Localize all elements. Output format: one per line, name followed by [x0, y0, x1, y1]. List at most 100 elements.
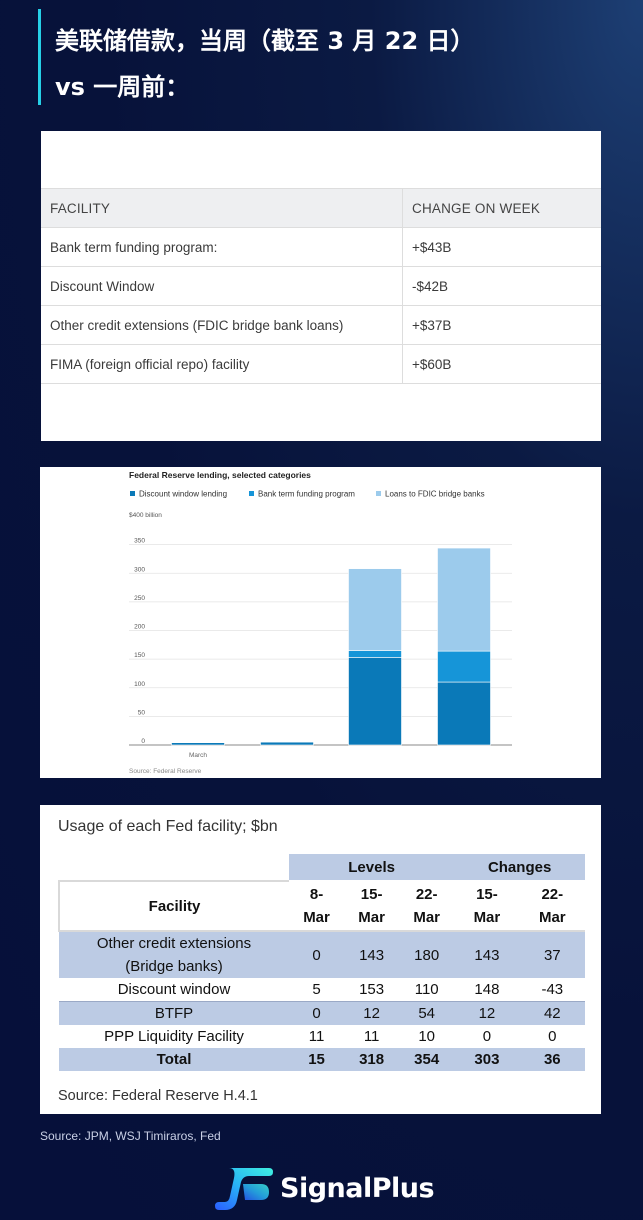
- value-cell: 36: [519, 1048, 585, 1071]
- table-row: FIMA (foreign official repo) facility +$…: [41, 344, 601, 384]
- title-accent-bar: [38, 9, 41, 105]
- legend-swatch: [249, 491, 254, 496]
- total-row: Total 15 318 354 303 36: [59, 1048, 585, 1071]
- y-tick-label: 150: [134, 652, 145, 659]
- bar-segment: [171, 742, 225, 746]
- bar-segment: [348, 657, 402, 746]
- bar-segment: [437, 650, 491, 683]
- value-cell: 0: [289, 1001, 345, 1025]
- chart-legend: Discount window lending Bank term funding…: [130, 490, 485, 499]
- group-header-row: Levels Changes: [59, 854, 585, 882]
- facility-cell: Discount Window: [41, 266, 403, 306]
- y-tick-label: 300: [134, 566, 145, 573]
- value-cell: 0: [519, 1025, 585, 1048]
- facility-cell: Bank term funding program:: [41, 227, 403, 267]
- value-cell: 12: [454, 1001, 520, 1025]
- signalplus-logo-icon: [215, 1168, 273, 1210]
- bar-segment: [437, 547, 491, 652]
- facility-name-cell: PPP Liquidity Facility: [59, 1025, 289, 1048]
- value-cell: 11: [344, 1025, 400, 1048]
- y-tick-label: 200: [134, 624, 145, 631]
- legend-swatch: [130, 491, 135, 496]
- value-cell: 15: [289, 1048, 345, 1071]
- column-header: 15- Mar: [344, 880, 400, 932]
- column-header-facility: Facility: [58, 880, 289, 932]
- bar-segment: [348, 568, 402, 651]
- facility-usage-card: Usage of each Fed facility; $bn Levels C…: [40, 805, 601, 1114]
- y-tick-label: 350: [134, 538, 145, 545]
- value-cell: 143: [344, 931, 400, 978]
- value-cell: 0: [289, 931, 345, 978]
- usage-table-title: Usage of each Fed facility; $bn: [58, 818, 278, 835]
- column-header: 22- Mar: [519, 880, 585, 932]
- facility-name-cell: Other credit extensions (Bridge banks): [59, 931, 289, 978]
- value-cell: 110: [399, 978, 455, 1002]
- value-cell: 0: [454, 1025, 520, 1048]
- page-subtitle: vs 一周前：: [55, 73, 190, 101]
- change-cell: +$60B: [402, 344, 601, 384]
- x-tick-label: March: [189, 752, 207, 759]
- group-header-levels: Levels: [289, 854, 455, 882]
- change-cell: +$43B: [402, 227, 601, 267]
- table-row: Discount Window -$42B: [41, 266, 601, 306]
- legend-label: Loans to FDIC bridge banks: [385, 490, 485, 499]
- brand-logo: SignalPlus: [215, 1166, 455, 1212]
- value-cell: 354: [399, 1048, 455, 1071]
- facility-cell: Other credit extensions (FDIC bridge ban…: [41, 305, 403, 345]
- value-cell: 10: [399, 1025, 455, 1048]
- table-row: Other credit extensions (Bridge banks) 0 …: [59, 931, 585, 978]
- facility-change-table: FACILITY CHANGE ON WEEK Bank term fundin…: [41, 188, 601, 384]
- value-cell: 12: [344, 1001, 400, 1025]
- value-cell: 148: [454, 978, 520, 1002]
- legend-label: Bank term funding program: [258, 490, 355, 499]
- y-tick-label: 0: [141, 738, 145, 745]
- facility-cell: FIMA (foreign official repo) facility: [41, 344, 403, 384]
- legend-swatch: [376, 491, 381, 496]
- value-cell: 11: [289, 1025, 345, 1048]
- column-header: 22- Mar: [399, 880, 455, 932]
- table-row: Other credit extensions (FDIC bridge ban…: [41, 305, 601, 345]
- chart-bars: [171, 547, 491, 746]
- table-row: Bank term funding program: +$43B: [41, 227, 601, 267]
- y-tick-label: 250: [134, 595, 145, 602]
- column-header: 15- Mar: [454, 880, 520, 932]
- facility-name-cell: Discount window: [59, 978, 289, 1002]
- table-header-row: FACILITY CHANGE ON WEEK: [41, 188, 601, 228]
- brand-name: SignalPlus: [280, 1173, 435, 1204]
- y-tick-label: 50: [138, 709, 146, 716]
- change-cell: -$42B: [402, 266, 601, 306]
- value-cell: 5: [289, 978, 345, 1002]
- page-title: 美联储借款，当周（截至 3 月 22 日）: [55, 27, 475, 55]
- facility-usage-table: Levels Changes Facility 8- Mar 15- Mar 22-…: [58, 854, 585, 1071]
- change-cell: +$37B: [402, 305, 601, 345]
- value-cell: 153: [344, 978, 400, 1002]
- value-cell: -43: [519, 978, 585, 1002]
- title-block: 美联储借款，当周（截至 3 月 22 日） vs 一周前：: [38, 9, 598, 105]
- chart-source: Source: Federal Reserve: [129, 768, 202, 775]
- facility-change-card: FACILITY CHANGE ON WEEK Bank term fundin…: [41, 131, 601, 441]
- facility-name-cell: BTFP: [59, 1001, 289, 1025]
- table-row: PPP Liquidity Facility 11 11 10 0 0: [59, 1025, 585, 1048]
- y-axis-label: $400 billion: [129, 512, 162, 519]
- column-header-facility: FACILITY: [41, 188, 403, 228]
- bar-segment: [437, 681, 491, 746]
- value-cell: 54: [399, 1001, 455, 1025]
- lending-chart-card: Federal Reserve lending, selected catego…: [40, 467, 601, 778]
- bar-segment: [348, 650, 402, 658]
- value-cell: 180: [399, 931, 455, 978]
- value-cell: 37: [519, 931, 585, 978]
- value-cell: 42: [519, 1001, 585, 1025]
- legend-label: Discount window lending: [139, 490, 227, 499]
- usage-table-source: Source: Federal Reserve H.4.1: [58, 1088, 258, 1104]
- y-tick-label: 100: [134, 681, 145, 688]
- chart-title: Federal Reserve lending, selected catego…: [129, 470, 311, 480]
- column-header-change: CHANGE ON WEEK: [402, 188, 601, 228]
- column-header-row: Facility 8- Mar 15- Mar 22- Mar 15- Mar 22- M…: [58, 880, 585, 932]
- bar-segment: [260, 741, 314, 746]
- column-header: 8- Mar: [289, 880, 345, 932]
- value-cell: 143: [454, 931, 520, 978]
- value-cell: 303: [454, 1048, 520, 1071]
- facility-name-cell: Total: [59, 1048, 289, 1071]
- footer-source: Source: JPM, WSJ Timiraros, Fed: [40, 1129, 221, 1143]
- table-row: Discount window 5 153 110 148 -43: [59, 978, 585, 1002]
